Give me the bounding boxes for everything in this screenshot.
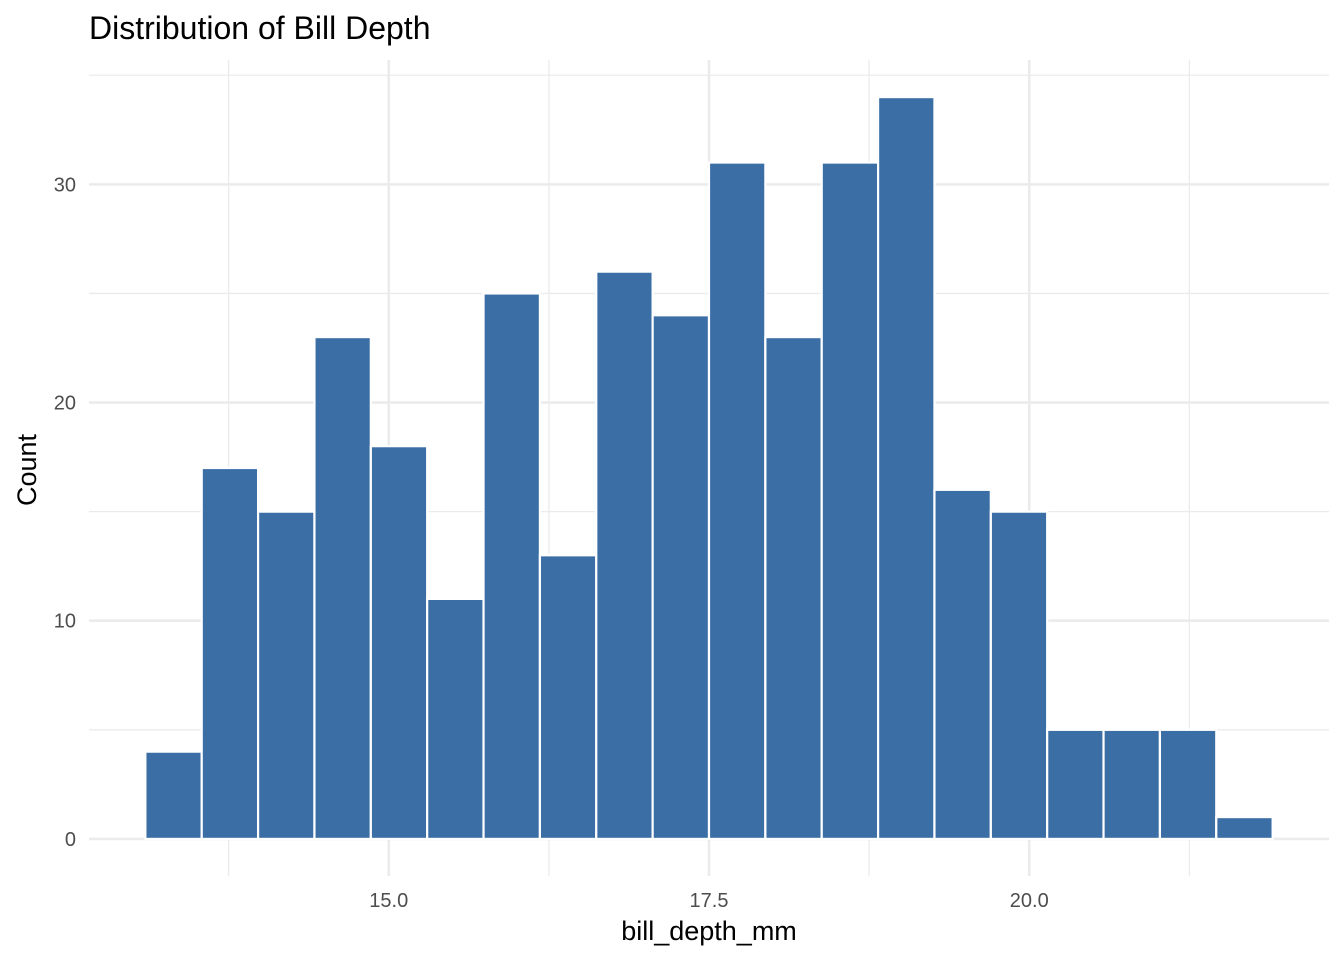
histogram-bar-13 [820,161,880,841]
y-tick-label: 0 [65,829,76,851]
histogram-bar-1 [144,750,203,841]
histogram-bar-15 [933,488,992,841]
histogram-bar-10 [651,314,711,841]
y-tick-label: 20 [54,393,76,415]
x-axis-tick-labels: 15.0 17.5 20.0 [369,890,1048,912]
histogram-bar-4 [313,335,372,841]
y-tick-label: 30 [54,174,76,196]
chart-title: Distribution of Bill Depth [89,10,430,46]
histogram-bar-20 [1215,815,1274,841]
x-tick-label: 20.0 [1010,890,1049,912]
histogram-bar-7 [482,292,542,841]
histogram-bar-6 [426,597,485,841]
y-tick-label: 10 [54,611,76,633]
y-axis-title: Count [12,433,42,506]
histogram-bar-9 [595,270,654,841]
histogram-bar-14 [876,95,936,841]
histogram-bar-8 [538,554,598,841]
histogram-bar-2 [200,466,260,841]
histogram-bar-17 [1046,728,1105,841]
histogram-bar-16 [989,510,1049,841]
histogram-bar-18 [1102,728,1162,841]
x-axis-title: bill_depth_mm [621,916,797,946]
histogram-bar-5 [369,445,429,841]
histogram-bar-12 [764,335,823,841]
histogram-bar-11 [707,161,767,841]
x-tick-label: 15.0 [369,890,408,912]
histogram-bar-3 [256,510,316,841]
y-axis-tick-labels: 0 10 20 30 [54,174,76,851]
histogram-bar-19 [1158,728,1218,841]
x-tick-label: 17.5 [690,890,729,912]
histogram-bars [144,95,1274,841]
